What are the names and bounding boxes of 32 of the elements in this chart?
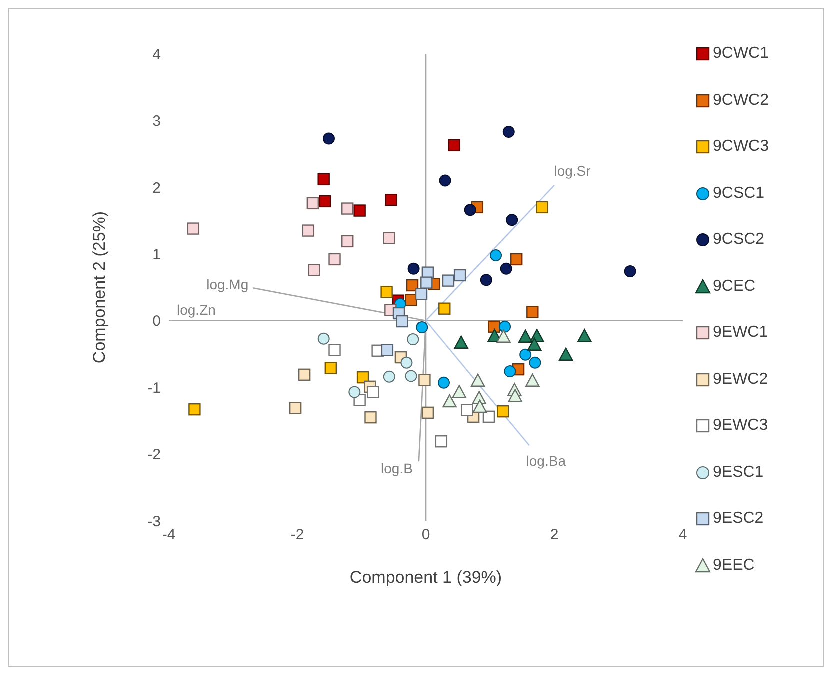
legend-label: 9EWC1 [713,324,768,342]
series-label: log.Sr [554,162,592,179]
y-tick-label: 2 [152,180,161,197]
series-label: log.Zn [177,302,216,318]
x-tick-label: -2 [290,526,304,544]
y-tick-label: 0 [152,313,161,330]
legend-label: 9EWC2 [713,370,768,389]
x-axis-title: Component 1 (39%) [350,568,502,588]
series-label: log.Ba [526,452,566,469]
y-tick-label: 3 [152,113,161,130]
legend-label: 9CWC1 [713,45,770,64]
y-tick-label: -3 [148,513,161,530]
y-tick-label: 1 [152,246,161,264]
y-tick-label: -1 [148,380,161,397]
legend-label: 9EEC [713,556,755,575]
x-tick-label: -4 [162,526,176,544]
legend-label: 9CSC2 [713,231,765,250]
y-tick-label: -2 [148,446,161,464]
series-label: log.Mg [206,276,249,292]
legend-label: 9EWC3 [713,417,768,436]
x-tick-label: 0 [422,526,430,544]
y-tick-label: 4 [152,46,161,64]
y-axis-title: Component 2 (25%) [90,211,110,364]
legend-label: 9CEC [713,278,756,296]
legend-label: 9ESC2 [713,510,764,528]
legend-label: 9CWC3 [713,138,770,156]
series-label: log.B [381,460,413,477]
legend-label: 9CWC2 [713,92,770,110]
x-tick-label: 4 [678,526,688,544]
x-tick-label: 2 [550,526,559,544]
legend-label: 9ESC1 [713,464,764,482]
legend-label: 9CSC1 [713,184,765,203]
